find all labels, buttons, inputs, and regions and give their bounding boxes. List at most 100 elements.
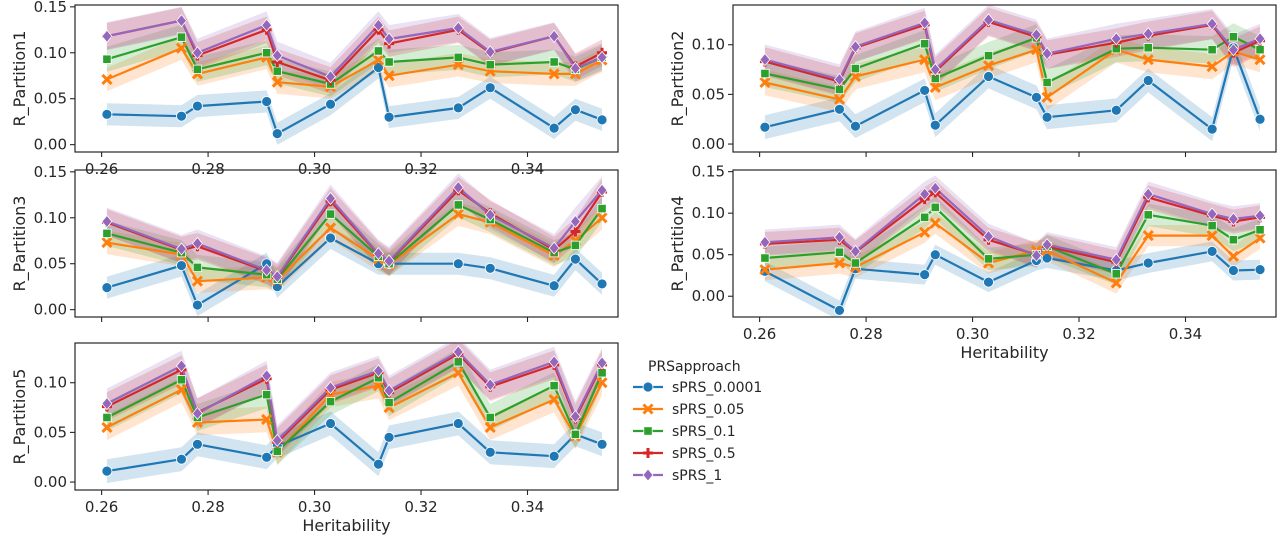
data-point bbox=[261, 96, 273, 107]
y-tick-label: 0.10 bbox=[34, 374, 67, 392]
data-point bbox=[261, 451, 273, 463]
data-point bbox=[384, 397, 394, 408]
data-point bbox=[372, 364, 384, 378]
x-tick-label: 0.32 bbox=[404, 160, 437, 178]
points-sPRS_0.0001 bbox=[101, 62, 608, 140]
data-point bbox=[983, 51, 994, 61]
data-point bbox=[101, 108, 113, 120]
data-point bbox=[383, 384, 395, 398]
data-point bbox=[570, 240, 581, 250]
plot-frame bbox=[732, 4, 1277, 153]
data-point bbox=[485, 60, 495, 70]
data-point bbox=[484, 421, 496, 433]
legend-label: sPRS_1 bbox=[672, 468, 722, 484]
data-point bbox=[452, 180, 464, 195]
data-point bbox=[101, 465, 113, 477]
x-tick-label: 0.30 bbox=[956, 325, 989, 343]
series-lines bbox=[101, 180, 608, 311]
data-point bbox=[983, 229, 995, 244]
data-point bbox=[192, 64, 203, 74]
series-lines bbox=[759, 181, 1266, 316]
y-tick-label: 0.10 bbox=[34, 44, 67, 62]
band-sPRS_0.05 bbox=[764, 212, 1260, 294]
data-point bbox=[596, 377, 608, 389]
band-sPRS_0.0001 bbox=[764, 35, 1260, 142]
legend-marker bbox=[643, 426, 653, 436]
data-point bbox=[983, 254, 994, 264]
data-point bbox=[1254, 232, 1266, 244]
data-point bbox=[1110, 32, 1122, 46]
data-point bbox=[983, 276, 994, 288]
y-tick-label: 0.05 bbox=[34, 423, 67, 441]
data-point bbox=[101, 396, 113, 411]
band-sPRS_0.5 bbox=[764, 7, 1260, 96]
data-point bbox=[175, 13, 187, 28]
data-point bbox=[1207, 221, 1217, 231]
points-sPRS_1 bbox=[759, 13, 1266, 87]
band-sPRS_0.0001 bbox=[106, 411, 603, 483]
data-point bbox=[176, 32, 187, 42]
data-point bbox=[1142, 75, 1154, 86]
data-point bbox=[929, 249, 941, 261]
data-point bbox=[261, 263, 273, 277]
data-point bbox=[383, 111, 395, 123]
data-point bbox=[485, 412, 495, 423]
points-sPRS_1 bbox=[101, 345, 608, 447]
data-point bbox=[549, 381, 559, 391]
plot-frame bbox=[74, 4, 619, 153]
data-point bbox=[102, 228, 112, 238]
data-point bbox=[175, 242, 187, 256]
data-point bbox=[548, 68, 560, 80]
data-point bbox=[1142, 54, 1154, 66]
data-point bbox=[383, 254, 395, 268]
data-point bbox=[919, 269, 931, 281]
data-point bbox=[372, 54, 385, 66]
y-tick-label: 0.00 bbox=[692, 135, 725, 153]
data-point bbox=[1254, 32, 1266, 46]
data-point bbox=[548, 241, 560, 255]
points-sPRS_1 bbox=[101, 13, 608, 84]
legend-label: sPRS_0.0001 bbox=[672, 380, 762, 396]
chart-panel-4: 0.00 0.05 0.10 0.15 0.26 0.28 0.30 0.32 0.34 R_Pa… bbox=[668, 163, 1277, 362]
data-point bbox=[548, 450, 560, 462]
data-point bbox=[549, 57, 559, 67]
data-point bbox=[1228, 265, 1239, 276]
data-point bbox=[929, 217, 941, 229]
data-point bbox=[272, 66, 282, 76]
data-point bbox=[919, 16, 931, 30]
legend-label: sPRS_0.05 bbox=[672, 402, 745, 418]
data-point bbox=[920, 39, 930, 49]
data-point bbox=[1142, 187, 1154, 201]
data-point bbox=[1254, 54, 1266, 66]
data-point bbox=[930, 202, 940, 212]
y-tick-label: 0.10 bbox=[692, 36, 725, 54]
data-point bbox=[192, 262, 203, 272]
data-point bbox=[849, 70, 862, 83]
data-point bbox=[484, 82, 496, 94]
data-point bbox=[919, 54, 931, 66]
y-tick-label: 0.00 bbox=[34, 136, 67, 154]
data-point bbox=[1228, 32, 1239, 42]
data-point bbox=[1143, 210, 1153, 220]
band-sPRS_1 bbox=[106, 173, 603, 291]
data-point bbox=[834, 247, 845, 257]
data-point bbox=[101, 421, 113, 433]
data-point bbox=[325, 191, 337, 206]
data-point bbox=[373, 458, 384, 470]
data-point bbox=[1254, 209, 1266, 223]
data-point bbox=[271, 269, 283, 284]
data-point bbox=[452, 367, 464, 379]
data-point bbox=[453, 52, 463, 62]
x-tick-label: 0.34 bbox=[511, 160, 544, 178]
data-point bbox=[1110, 253, 1122, 267]
data-point bbox=[919, 85, 931, 96]
data-point bbox=[548, 355, 560, 369]
data-point bbox=[452, 208, 464, 220]
legend-entries: sPRS_0.0001 sPRS_0.05 sPRS_0.1 sPRS_0.5 sPRS… bbox=[633, 380, 762, 484]
confidence-bands bbox=[764, 5, 1260, 142]
data-point bbox=[325, 70, 337, 84]
data-point bbox=[102, 54, 112, 64]
y-tick-label: 0.05 bbox=[34, 90, 67, 108]
data-point bbox=[548, 29, 560, 43]
